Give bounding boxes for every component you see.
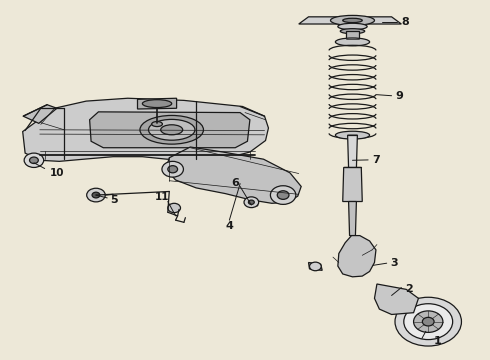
Circle shape <box>422 318 434 326</box>
Circle shape <box>29 157 38 163</box>
Polygon shape <box>374 284 418 315</box>
Circle shape <box>168 203 180 213</box>
Text: 9: 9 <box>395 91 403 101</box>
Polygon shape <box>345 31 359 39</box>
Text: 5: 5 <box>110 195 118 206</box>
Circle shape <box>277 191 289 199</box>
Polygon shape <box>299 17 401 24</box>
Polygon shape <box>166 147 301 203</box>
Circle shape <box>404 304 453 339</box>
Polygon shape <box>23 98 269 161</box>
Polygon shape <box>138 98 176 109</box>
Ellipse shape <box>340 29 365 34</box>
Ellipse shape <box>335 131 369 139</box>
Circle shape <box>168 166 177 173</box>
Circle shape <box>24 153 44 167</box>
Ellipse shape <box>331 15 374 26</box>
Polygon shape <box>90 112 250 148</box>
Polygon shape <box>347 135 357 202</box>
Text: 8: 8 <box>401 17 409 27</box>
Circle shape <box>92 192 100 198</box>
Circle shape <box>310 262 321 271</box>
Text: 2: 2 <box>405 284 413 294</box>
Circle shape <box>87 188 105 202</box>
Polygon shape <box>343 167 362 202</box>
Polygon shape <box>338 235 376 277</box>
Polygon shape <box>245 199 258 206</box>
Text: 4: 4 <box>225 221 233 230</box>
Ellipse shape <box>152 122 162 127</box>
Text: 11: 11 <box>155 192 169 202</box>
Text: 6: 6 <box>231 178 239 188</box>
Ellipse shape <box>335 38 369 46</box>
Circle shape <box>244 197 259 208</box>
Circle shape <box>414 311 443 332</box>
Ellipse shape <box>143 100 172 108</box>
Ellipse shape <box>148 120 195 140</box>
Circle shape <box>270 186 296 204</box>
Text: 10: 10 <box>49 168 64 178</box>
Ellipse shape <box>161 125 183 135</box>
Ellipse shape <box>140 116 203 144</box>
Polygon shape <box>309 262 322 270</box>
Text: 1: 1 <box>434 336 442 346</box>
Circle shape <box>395 297 462 346</box>
Polygon shape <box>348 202 356 235</box>
Ellipse shape <box>343 18 362 23</box>
Polygon shape <box>23 105 57 123</box>
Ellipse shape <box>338 23 367 30</box>
Text: 7: 7 <box>372 155 380 165</box>
Circle shape <box>248 200 254 204</box>
Text: 3: 3 <box>390 258 398 268</box>
Circle shape <box>162 161 183 177</box>
